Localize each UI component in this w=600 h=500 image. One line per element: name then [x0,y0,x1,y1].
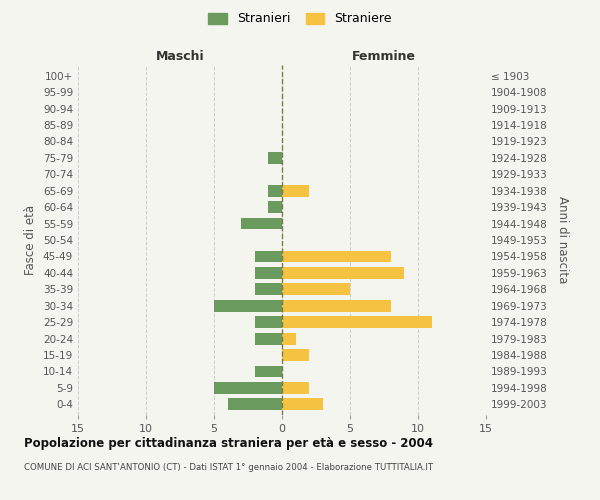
Bar [255,366,282,378]
Bar [214,382,282,394]
Text: Femmine: Femmine [352,50,416,62]
Y-axis label: Fasce di età: Fasce di età [25,205,37,275]
Text: Maschi: Maschi [155,50,205,62]
Bar [268,152,282,164]
Bar [255,250,282,262]
Bar [255,332,282,344]
Bar [282,332,296,344]
Bar [282,349,309,361]
Bar [282,250,391,262]
Bar [255,267,282,279]
Bar [268,185,282,196]
Bar [282,267,404,279]
Bar [282,284,350,295]
Legend: Stranieri, Straniere: Stranieri, Straniere [205,8,395,29]
Text: COMUNE DI ACI SANT'ANTONIO (CT) - Dati ISTAT 1° gennaio 2004 - Elaborazione TUTT: COMUNE DI ACI SANT'ANTONIO (CT) - Dati I… [24,462,433,471]
Bar [282,316,431,328]
Bar [282,300,391,312]
Bar [268,201,282,213]
Bar [282,398,323,410]
Bar [255,284,282,295]
Bar [227,398,282,410]
Bar [282,382,309,394]
Text: Popolazione per cittadinanza straniera per età e sesso - 2004: Popolazione per cittadinanza straniera p… [24,438,433,450]
Bar [255,316,282,328]
Y-axis label: Anni di nascita: Anni di nascita [556,196,569,284]
Bar [214,300,282,312]
Bar [282,185,309,196]
Bar [241,218,282,230]
